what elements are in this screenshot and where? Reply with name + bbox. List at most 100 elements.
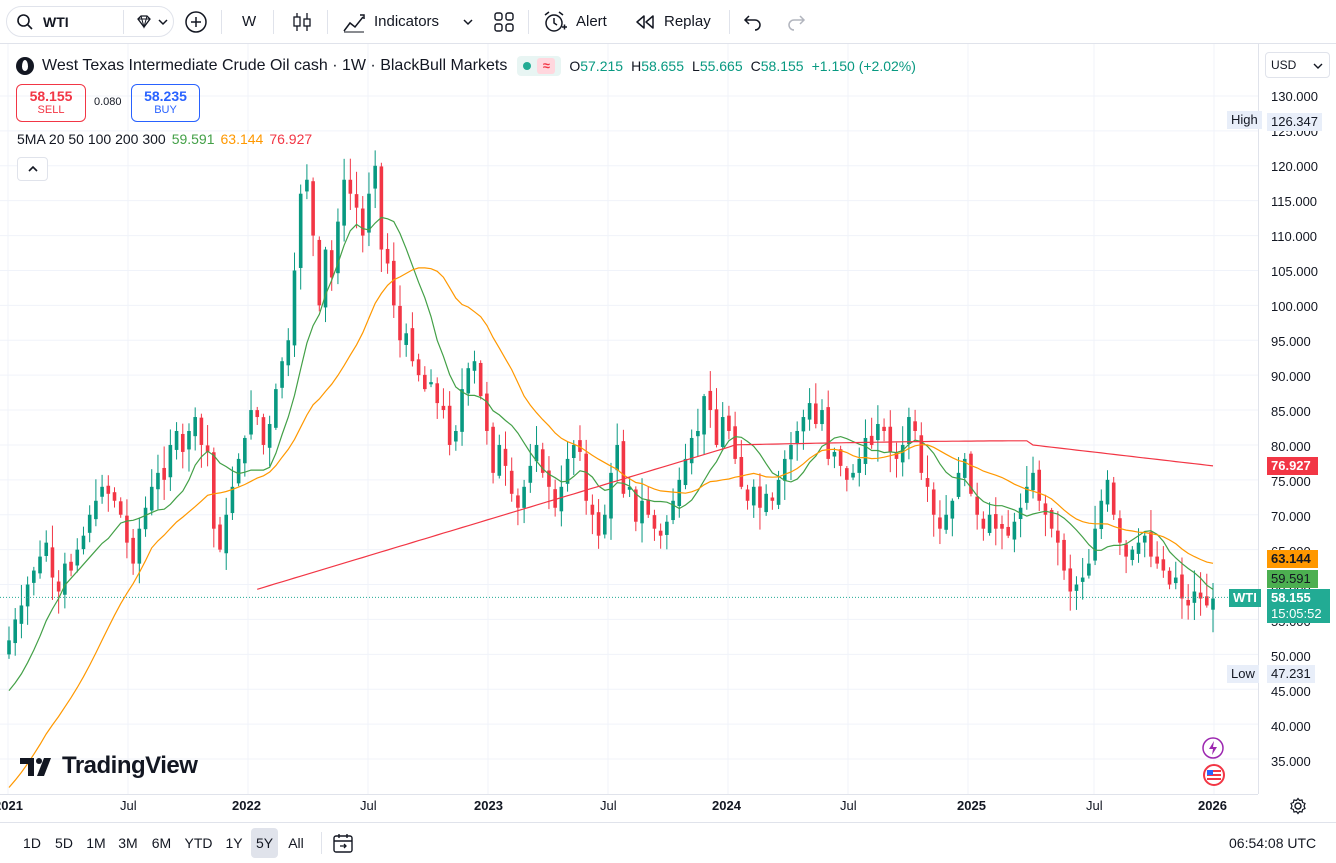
- range-1d-button[interactable]: 1D: [23, 835, 41, 851]
- indicators-button[interactable]: Indicators: [342, 6, 439, 37]
- price-chart[interactable]: [0, 44, 1258, 794]
- low-label: Low: [1227, 665, 1259, 683]
- candle-body: [348, 179, 353, 194]
- replay-button[interactable]: Replay: [634, 6, 711, 37]
- range-ytd-button[interactable]: YTD: [184, 835, 213, 851]
- chevron-down-icon[interactable]: [157, 17, 169, 27]
- market-status-pill[interactable]: ≈: [517, 56, 562, 76]
- candle-body: [689, 437, 694, 464]
- lightning-icon[interactable]: [1201, 736, 1225, 760]
- range-6m-button[interactable]: 6M: [151, 835, 172, 851]
- time-label: Jul: [1086, 798, 1103, 813]
- candle-body: [857, 458, 862, 473]
- market-open-dot-icon: [523, 62, 532, 70]
- range-all-button[interactable]: All: [288, 835, 304, 851]
- price-tick: 85.000: [1271, 404, 1311, 419]
- range-5d-button[interactable]: 5D: [55, 835, 73, 851]
- candle-body: [385, 248, 390, 264]
- candle-body: [969, 453, 973, 494]
- alert-button[interactable]: Alert: [543, 6, 607, 37]
- candle-body: [782, 458, 787, 481]
- time-label: 2025: [957, 798, 986, 813]
- ma100-line: [8, 267, 1214, 788]
- candle-body: [547, 470, 551, 487]
- price-tick: 35.000: [1271, 754, 1311, 769]
- candle-body: [398, 305, 402, 341]
- layout-grid-icon[interactable]: [493, 11, 515, 33]
- candle-body: [708, 390, 713, 411]
- range-1y-button[interactable]: 1Y: [225, 835, 243, 851]
- time-label: Jul: [360, 798, 377, 813]
- indicators-chevron-icon[interactable]: [462, 17, 474, 27]
- price-tick: 100.000: [1271, 299, 1318, 314]
- candle-body: [168, 444, 173, 478]
- candle-body: [447, 405, 452, 445]
- candle-body: [280, 361, 284, 388]
- candle-body: [702, 396, 706, 435]
- candle-body: [801, 417, 806, 432]
- candle-body: [1025, 486, 1029, 503]
- watermark-text: TradingView: [62, 752, 198, 779]
- utc-clock[interactable]: 06:54:08 UTC: [1229, 835, 1317, 851]
- candle-body: [838, 449, 843, 466]
- candle-body: [665, 521, 669, 535]
- candles-chart-type-icon[interactable]: [291, 11, 313, 33]
- candle-body: [770, 497, 775, 501]
- candle-body: [1093, 528, 1097, 561]
- candle-body: [404, 333, 408, 345]
- time-label: 2026: [1198, 798, 1227, 813]
- candle-body: [249, 410, 253, 435]
- high-price-tag: 126.347: [1267, 113, 1322, 131]
- buy-button[interactable]: 58.235 BUY: [131, 84, 200, 122]
- price-tick: 45.000: [1271, 684, 1311, 699]
- candle-body: [1173, 577, 1178, 584]
- compare-diamond-icon[interactable]: [135, 13, 153, 31]
- range-3m-button[interactable]: 3M: [118, 835, 138, 851]
- sell-button[interactable]: 58.155 SELL: [16, 84, 86, 122]
- candle-body: [243, 437, 247, 464]
- add-symbol-icon[interactable]: [184, 10, 208, 34]
- candle-body: [522, 486, 526, 508]
- candle-body: [478, 362, 483, 397]
- candle-body: [336, 221, 340, 274]
- candle-body: [758, 486, 762, 508]
- candle-body: [956, 472, 961, 497]
- candle-body: [553, 489, 557, 508]
- candle-body: [578, 440, 582, 452]
- candle-body: [733, 426, 737, 459]
- candle-body: [94, 500, 98, 520]
- candle-body: [845, 468, 849, 480]
- candle-body: [503, 448, 508, 466]
- candle-body: [156, 472, 160, 490]
- candle-body: [218, 524, 222, 550]
- us-flag-calendar-icon[interactable]: [1201, 763, 1227, 787]
- price-tick: 70.000: [1271, 509, 1311, 524]
- symbol-search[interactable]: WTI: [6, 6, 174, 37]
- candle-body: [81, 535, 86, 550]
- candle-body: [19, 605, 24, 624]
- undo-icon[interactable]: [743, 13, 763, 31]
- ohlc-values: O57.215 H58.655 L55.665 C58.155 +1.150 (…: [569, 58, 916, 74]
- gear-icon[interactable]: [1289, 797, 1307, 815]
- tradingview-watermark[interactable]: TradingView: [20, 752, 198, 780]
- last-price-tag: 58.155 15:05:52: [1267, 589, 1330, 623]
- go-to-date-calendar-icon[interactable]: [332, 832, 354, 854]
- candle-body: [1211, 598, 1215, 610]
- ma-indicator-legend[interactable]: 5MA 20 50 100 200 300 59.591 63.144 76.9…: [17, 131, 312, 147]
- interval-button[interactable]: W: [242, 13, 257, 30]
- redo-icon[interactable]: [786, 13, 806, 31]
- indicators-icon: [343, 13, 365, 32]
- range-1m-button[interactable]: 1M: [86, 835, 106, 851]
- candle-body: [87, 514, 92, 533]
- time-scale[interactable]: [0, 794, 1258, 820]
- currency-selector[interactable]: USD: [1265, 52, 1330, 78]
- collapse-legend-button[interactable]: [17, 157, 48, 181]
- candle-body: [100, 486, 104, 497]
- ma300-line: [257, 440, 1214, 590]
- low-value: 55.665: [699, 58, 743, 74]
- candle-body: [125, 515, 129, 543]
- range-5y-button[interactable]: 5Y: [251, 828, 278, 858]
- symbol-title[interactable]: West Texas Intermediate Crude Oil cash ·…: [42, 57, 508, 74]
- candle-body: [1124, 544, 1128, 557]
- candle-body: [1037, 469, 1042, 501]
